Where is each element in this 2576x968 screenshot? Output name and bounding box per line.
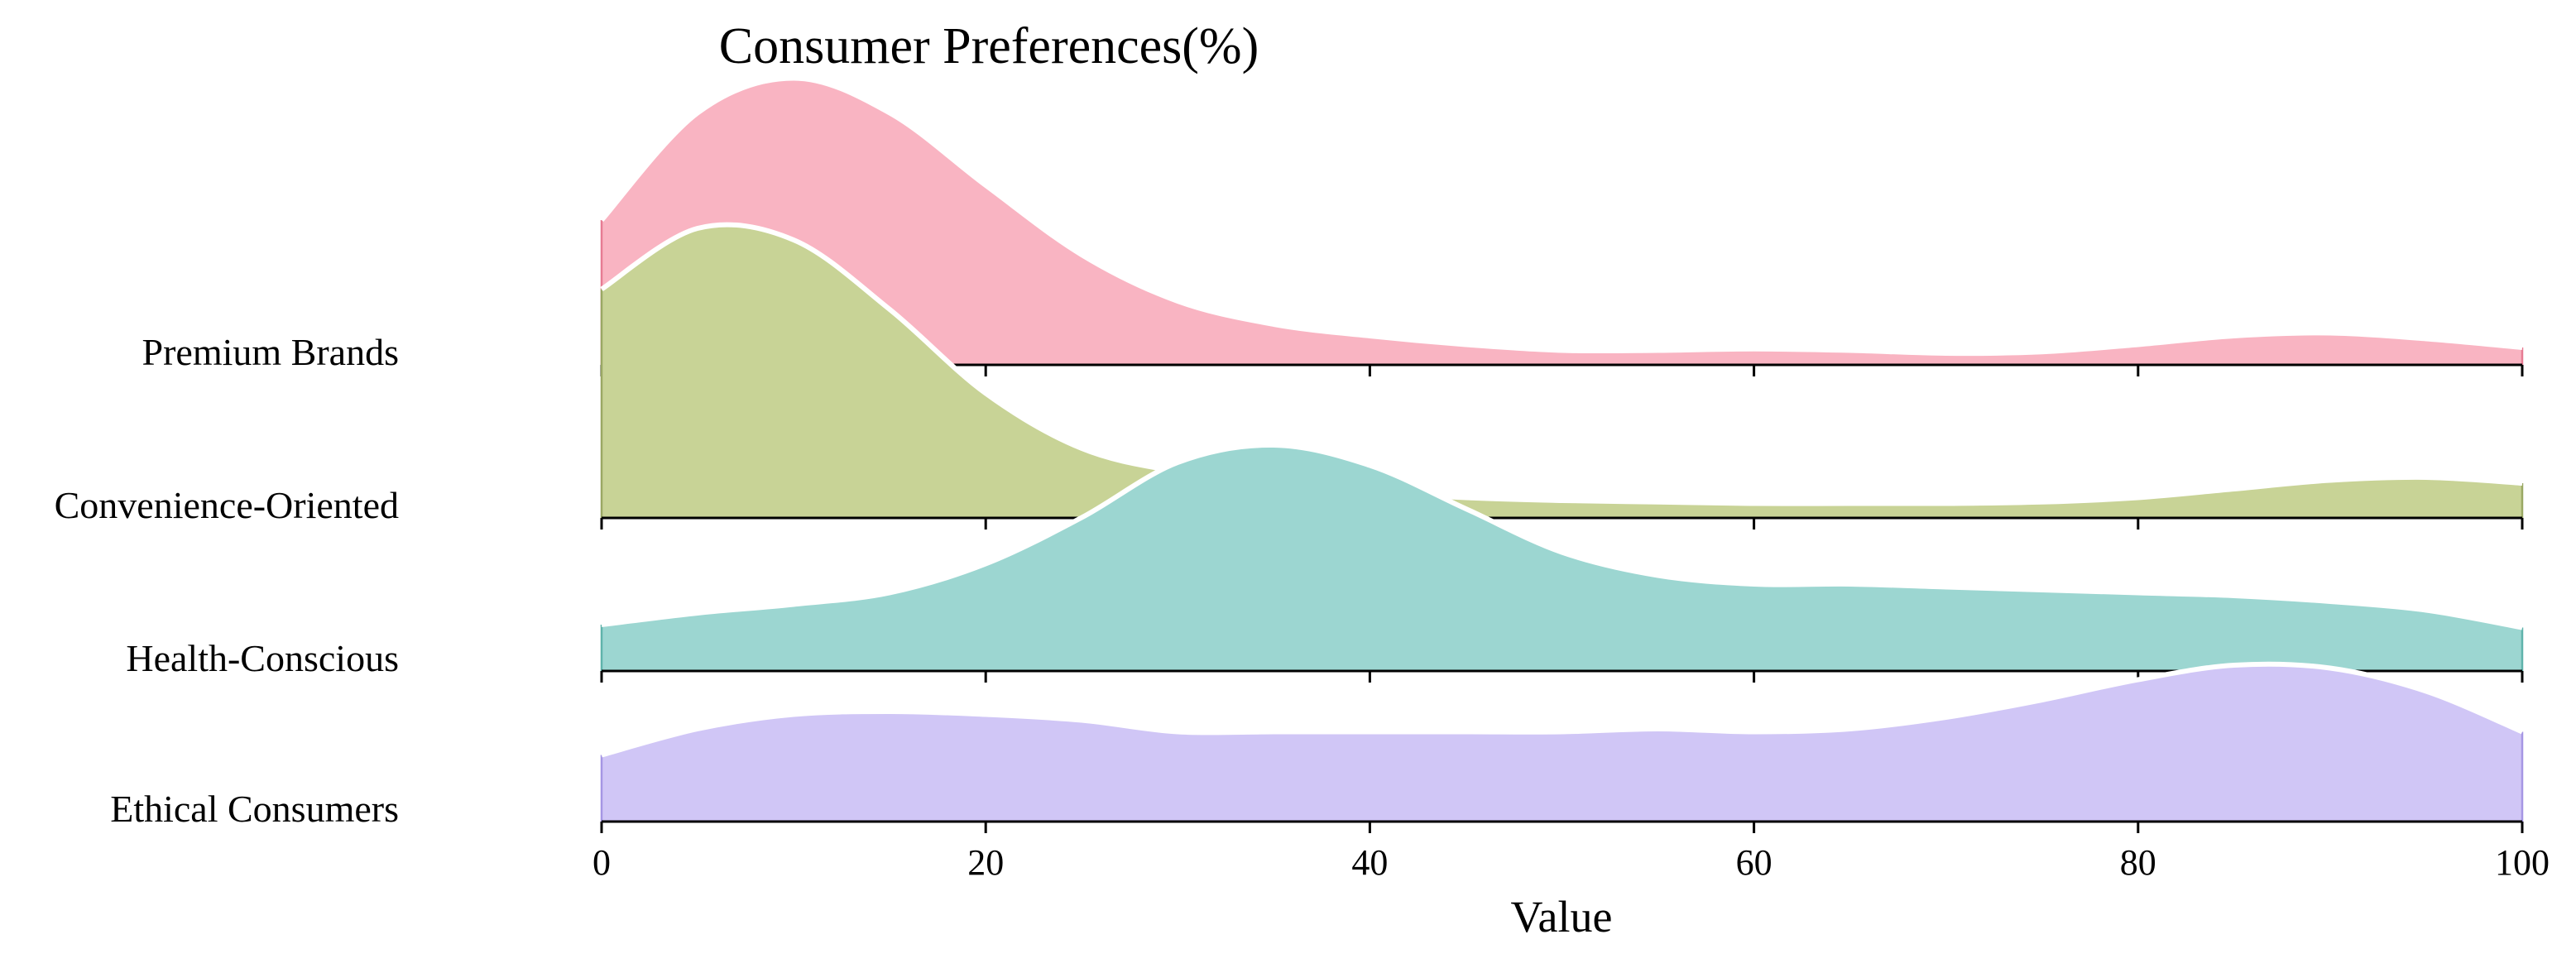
ridge-outline-convenience-oriented: [600, 222, 2523, 506]
tick-label: 20: [967, 842, 1004, 883]
ridge-area-premium-brands: [602, 78, 2522, 365]
chart-title: Consumer Preferences(%): [719, 18, 1259, 74]
ridge-area-health-conscious: [602, 444, 2522, 671]
tick-label: 40: [1351, 842, 1388, 883]
x-axis-title: Value: [1511, 892, 1613, 942]
ridge-health-conscious: Health-Conscious: [126, 442, 2524, 683]
ridge-outline-health-conscious: [601, 442, 2523, 630]
tick-label: 100: [2495, 842, 2550, 883]
tick-label: 80: [2120, 842, 2156, 883]
ridge-outline-premium-brands: [599, 75, 2523, 357]
ridge-ethical-consumers: Ethical Consumers: [110, 661, 2524, 833]
ridges-layer: Premium Brands Convenience-Oriented Health…: [55, 75, 2524, 833]
row-label-ethical-consumers: Ethical Consumers: [110, 788, 399, 830]
row-label-convenience-oriented: Convenience-Oriented: [55, 484, 399, 526]
ridge-outline-ethical-consumers: [601, 661, 2524, 758]
ridge-premium-brands: Premium Brands: [142, 75, 2524, 376]
row-label-health-conscious: Health-Conscious: [126, 637, 399, 679]
ridge-area-ethical-consumers: [602, 664, 2522, 822]
tick-label: 60: [1736, 842, 1772, 883]
tick-label: 0: [592, 842, 611, 883]
row-label-premium-brands: Premium Brands: [142, 331, 399, 373]
ridge-area-convenience-oriented: [602, 224, 2522, 518]
ridge-convenience-oriented: Convenience-Oriented: [55, 222, 2524, 530]
x-axis: 0 20 40 60 80 100: [592, 842, 2550, 883]
